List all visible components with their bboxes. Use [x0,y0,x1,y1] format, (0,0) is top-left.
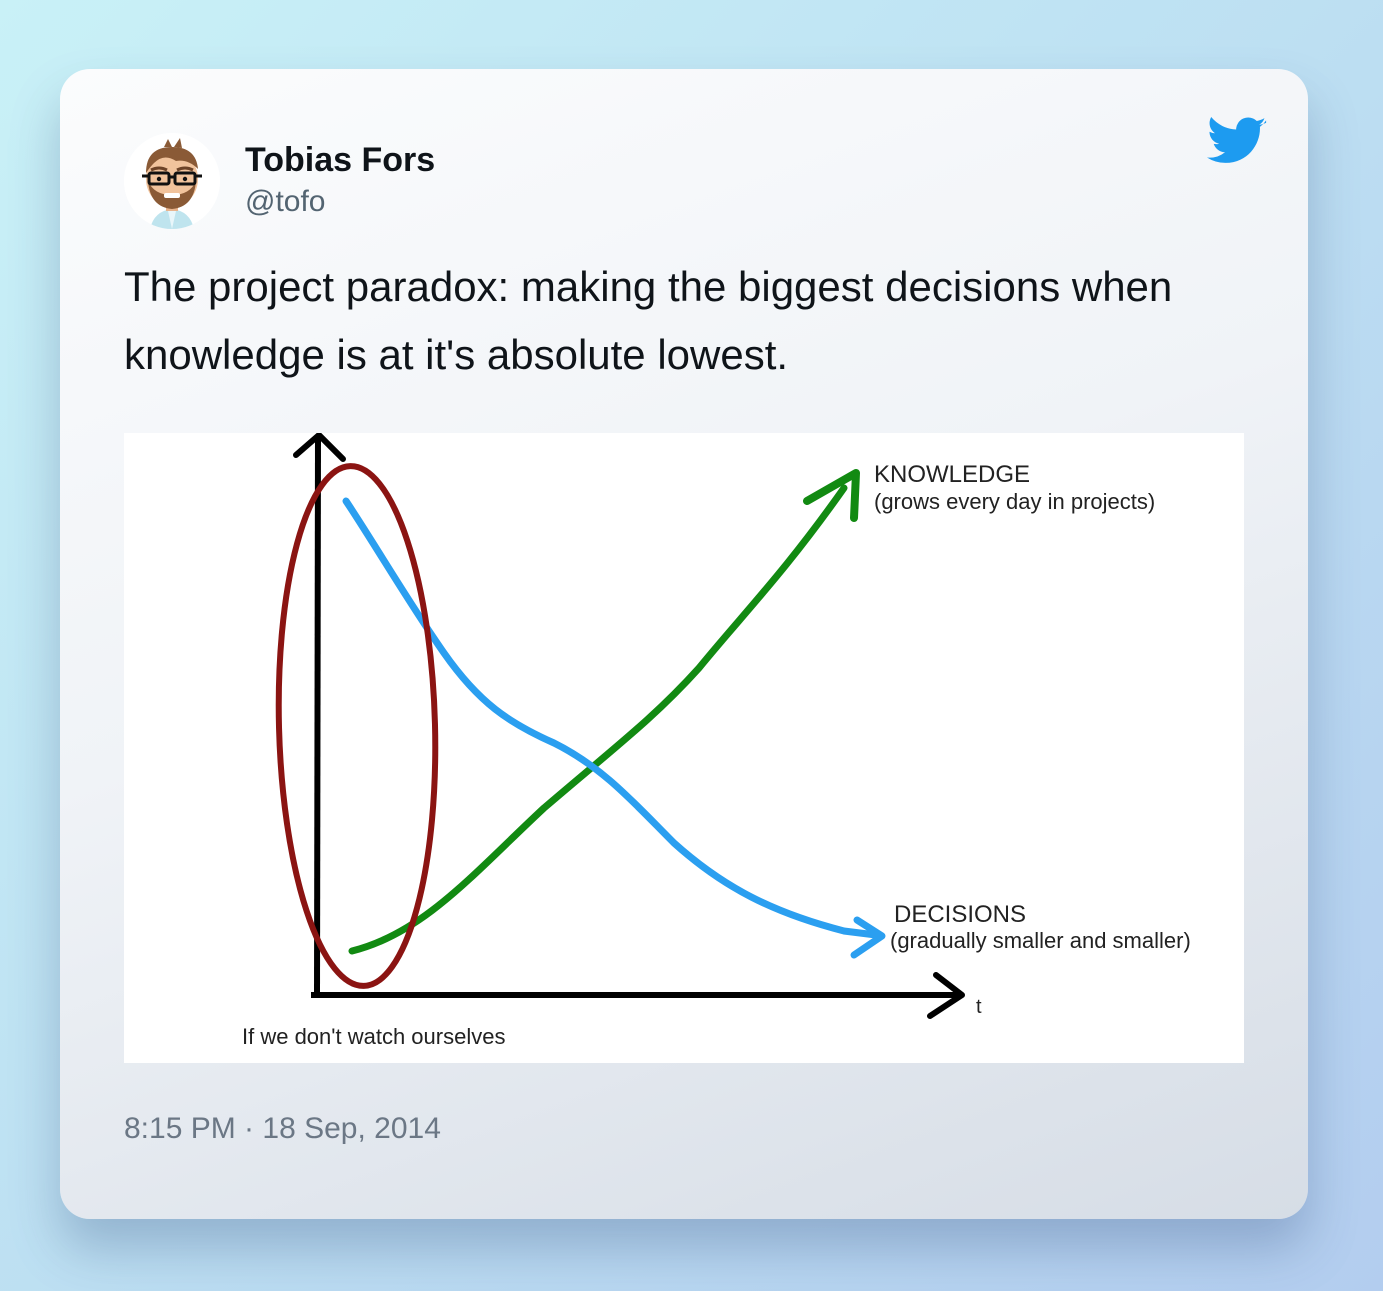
y-axis-line [314,436,321,996]
decisions-label: DECISIONS [894,901,1026,928]
project-paradox-drawing: t KNOWLEDGE (grows every day in projects… [242,433,1191,1049]
knowledge-caption: (grows every day in projects) [874,489,1155,514]
cartoon-avatar-icon [124,133,220,229]
author-handle[interactable]: @tofo [245,185,326,218]
tweet-text: The project paradox: making the biggest … [124,263,1173,378]
y-axis-arrowhead [293,433,346,462]
decisions-curve [342,497,880,939]
knowledge-curve [348,484,848,955]
highlight-ellipse [275,463,439,989]
tweet-image[interactable]: t KNOWLEDGE (grows every day in projects… [124,433,1244,1063]
tweet-timestamp[interactable]: 8:15 PM · 18 Sep, 2014 [124,1112,441,1145]
decisions-arrowhead [850,916,886,959]
author-name[interactable]: Tobias Fors [245,141,436,179]
bottom-note: If we don't watch ourselves [242,1024,505,1049]
author-avatar[interactable] [124,133,220,229]
knowledge-label: KNOWLEDGE [874,461,1030,488]
knowledge-arrowhead [803,469,860,522]
twitter-bird-icon[interactable] [1206,117,1268,167]
x-axis-t-label: t [976,996,982,1018]
decisions-caption: (gradually smaller and smaller) [890,928,1191,953]
x-axis-arrowhead [927,972,965,1019]
tweet-card: Tobias Fors @tofo The project paradox: m… [60,69,1308,1219]
